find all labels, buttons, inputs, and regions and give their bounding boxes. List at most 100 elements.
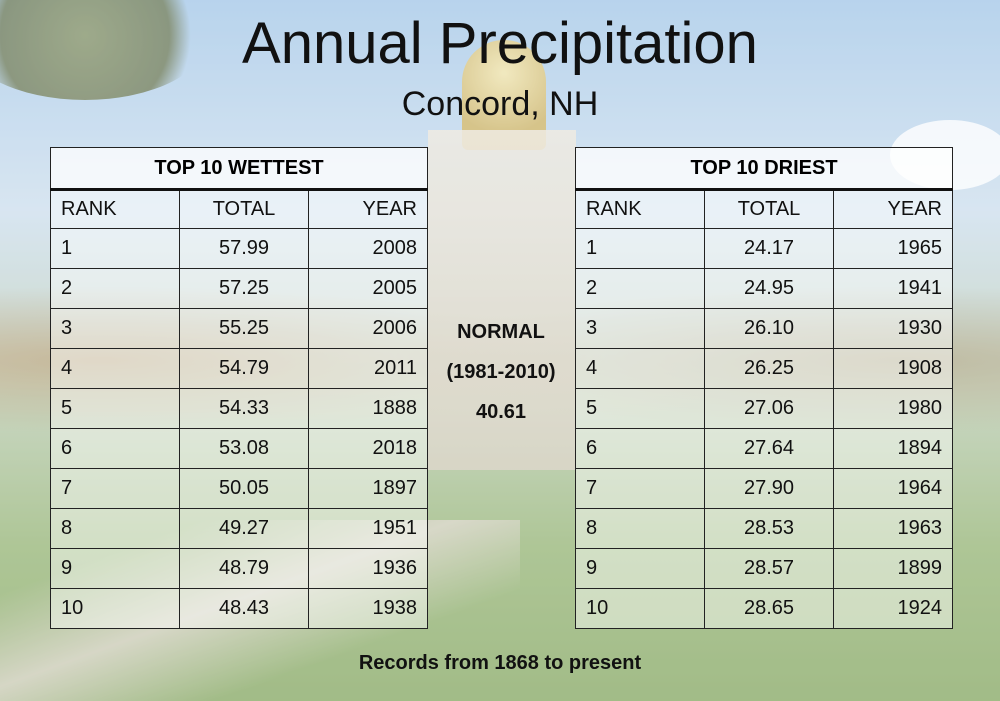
total-cell: 54.79 (179, 348, 309, 389)
rank-cell: 10 (50, 588, 180, 629)
year-cell: 1951 (308, 508, 428, 549)
rank-cell: 5 (575, 388, 705, 429)
year-cell: 1888 (308, 388, 428, 429)
total-cell: 53.08 (179, 428, 309, 469)
driest-header-rank: RANK (575, 189, 705, 229)
normal-label: NORMAL (457, 321, 545, 343)
wettest-table-caption: TOP 10 WETTEST (50, 147, 428, 191)
wettest-header-year: YEAR (308, 189, 428, 229)
year-cell: 1980 (833, 388, 953, 429)
table-row: 6 53.08 2018 (50, 428, 428, 469)
table-row: 3 55.25 2006 (50, 308, 428, 349)
rank-cell: 10 (575, 588, 705, 629)
total-cell: 55.25 (179, 308, 309, 349)
year-cell: 1965 (833, 228, 953, 269)
table-row: 8 28.53 1963 (575, 508, 953, 549)
year-cell: 1938 (308, 588, 428, 629)
table-row: 2 57.25 2005 (50, 268, 428, 309)
total-cell: 27.06 (704, 388, 834, 429)
rank-cell: 8 (575, 508, 705, 549)
year-cell: 1936 (308, 548, 428, 589)
table-row: 3 26.10 1930 (575, 308, 953, 349)
rank-cell: 3 (575, 308, 705, 349)
total-cell: 48.43 (179, 588, 309, 629)
table-row: 1 57.99 2008 (50, 228, 428, 269)
rank-cell: 4 (575, 348, 705, 389)
year-cell: 1941 (833, 268, 953, 309)
table-row: 5 27.06 1980 (575, 388, 953, 429)
year-cell: 1899 (833, 548, 953, 589)
driest-table-caption: TOP 10 DRIEST (575, 147, 953, 191)
total-cell: 27.64 (704, 428, 834, 469)
table-row: 5 54.33 1888 (50, 388, 428, 429)
year-cell: 2006 (308, 308, 428, 349)
total-cell: 26.25 (704, 348, 834, 389)
total-cell: 28.65 (704, 588, 834, 629)
total-cell: 57.25 (179, 268, 309, 309)
page-subtitle: Concord, NH (401, 85, 599, 123)
total-cell: 49.27 (179, 508, 309, 549)
rank-cell: 4 (50, 348, 180, 389)
table-row: 1 24.17 1965 (575, 228, 953, 269)
total-cell: 50.05 (179, 468, 309, 509)
normal-period: (1981-2010) (446, 361, 556, 383)
driest-header-row: RANK TOTAL YEAR (575, 189, 953, 229)
table-row: 8 49.27 1951 (50, 508, 428, 549)
total-cell: 48.79 (179, 548, 309, 589)
rank-cell: 7 (50, 468, 180, 509)
table-row: 9 28.57 1899 (575, 548, 953, 589)
year-cell: 1964 (833, 468, 953, 509)
rank-cell: 5 (50, 388, 180, 429)
rank-cell: 2 (575, 268, 705, 309)
total-cell: 28.53 (704, 508, 834, 549)
total-cell: 57.99 (179, 228, 309, 269)
table-row: 4 26.25 1908 (575, 348, 953, 389)
normal-box: NORMAL (1981-2010) 40.61 (428, 312, 574, 432)
rank-cell: 1 (50, 228, 180, 269)
rank-cell: 8 (50, 508, 180, 549)
table-row: 10 28.65 1924 (575, 588, 953, 629)
total-cell: 54.33 (179, 388, 309, 429)
table-row: 2 24.95 1941 (575, 268, 953, 309)
rank-cell: 1 (575, 228, 705, 269)
driest-header-year: YEAR (833, 189, 953, 229)
page-title: Annual Precipitation (242, 11, 758, 76)
total-cell: 24.95 (704, 268, 834, 309)
year-cell: 1930 (833, 308, 953, 349)
year-cell: 1894 (833, 428, 953, 469)
year-cell: 1908 (833, 348, 953, 389)
total-cell: 26.10 (704, 308, 834, 349)
year-cell: 1963 (833, 508, 953, 549)
year-cell: 2008 (308, 228, 428, 269)
table-row: 10 48.43 1938 (50, 588, 428, 629)
rank-cell: 9 (575, 548, 705, 589)
rank-cell: 6 (50, 428, 180, 469)
rank-cell: 3 (50, 308, 180, 349)
wettest-header-total: TOTAL (179, 189, 309, 229)
table-row: 4 54.79 2011 (50, 348, 428, 389)
year-cell: 1924 (833, 588, 953, 629)
total-cell: 28.57 (704, 548, 834, 589)
year-cell: 1897 (308, 468, 428, 509)
table-row: 7 27.90 1964 (575, 468, 953, 509)
year-cell: 2011 (308, 348, 428, 389)
year-cell: 2005 (308, 268, 428, 309)
wettest-table: TOP 10 WETTEST RANK TOTAL YEAR 1 57.99 2… (50, 147, 428, 629)
records-footnote: Records from 1868 to present (358, 652, 642, 674)
table-row: 9 48.79 1936 (50, 548, 428, 589)
rank-cell: 6 (575, 428, 705, 469)
normal-value: 40.61 (475, 401, 527, 423)
total-cell: 27.90 (704, 468, 834, 509)
rank-cell: 7 (575, 468, 705, 509)
year-cell: 2018 (308, 428, 428, 469)
driest-header-total: TOTAL (704, 189, 834, 229)
total-cell: 24.17 (704, 228, 834, 269)
rank-cell: 9 (50, 548, 180, 589)
wettest-header-row: RANK TOTAL YEAR (50, 189, 428, 229)
table-row: 6 27.64 1894 (575, 428, 953, 469)
wettest-header-rank: RANK (50, 189, 180, 229)
rank-cell: 2 (50, 268, 180, 309)
driest-table: TOP 10 DRIEST RANK TOTAL YEAR 1 24.17 19… (575, 147, 953, 629)
background-statehouse (428, 130, 576, 470)
table-row: 7 50.05 1897 (50, 468, 428, 509)
